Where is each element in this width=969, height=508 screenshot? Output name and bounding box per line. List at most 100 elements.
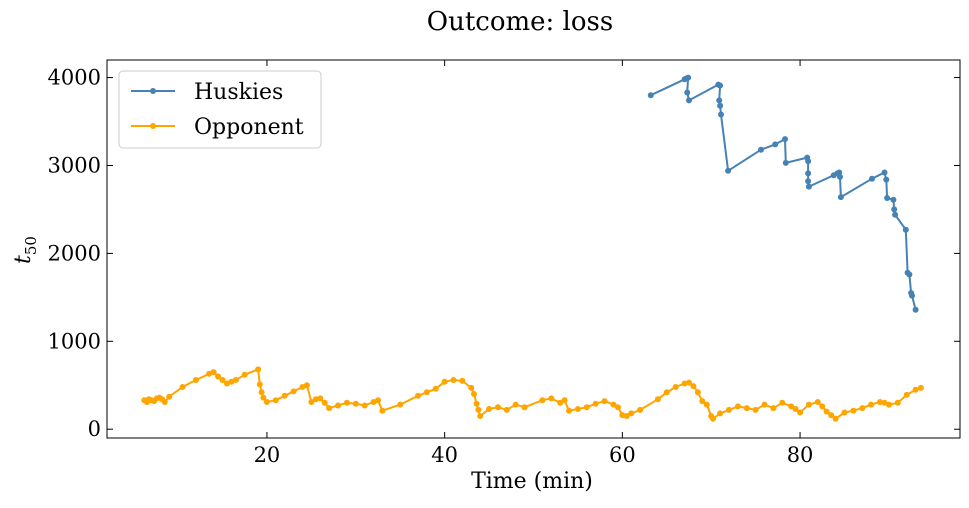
data-point-opponent	[841, 409, 848, 416]
data-point-opponent	[258, 389, 265, 396]
data-point-opponent	[828, 412, 835, 419]
data-point-huskies	[805, 158, 812, 165]
data-point-opponent	[792, 406, 799, 412]
data-point-opponent	[699, 398, 706, 405]
data-point-opponent	[486, 406, 493, 412]
data-point-opponent	[512, 401, 519, 408]
y-axis-ticks: 0 1000 2000 3000 4000	[48, 66, 960, 441]
data-point-opponent	[686, 379, 692, 386]
data-point-opponent	[459, 377, 466, 384]
data-point-huskies	[909, 292, 915, 299]
data-point-opponent	[779, 399, 786, 406]
data-point-opponent	[672, 384, 679, 390]
data-point-opponent	[752, 406, 759, 413]
legend-marker-huskies	[150, 88, 156, 94]
data-point-opponent	[894, 399, 901, 406]
data-point-huskies	[805, 170, 812, 177]
data-point-opponent	[321, 399, 328, 406]
data-point-huskies	[869, 175, 875, 182]
y-tick-label: 2000	[48, 241, 101, 265]
data-point-opponent	[539, 397, 546, 404]
data-point-opponent	[814, 399, 821, 405]
data-point-opponent	[423, 389, 430, 396]
plot-frame	[106, 59, 961, 439]
data-point-opponent	[263, 399, 270, 405]
data-point-opponent	[375, 397, 381, 404]
data-point-opponent	[166, 393, 173, 400]
data-point-huskies	[772, 141, 779, 148]
data-point-opponent	[557, 399, 564, 406]
data-point-opponent	[335, 402, 341, 409]
data-point-opponent	[303, 382, 310, 389]
data-point-opponent	[326, 405, 333, 412]
series-layer	[141, 74, 924, 422]
data-point-opponent	[903, 391, 910, 398]
data-point-opponent	[583, 404, 590, 411]
x-tick-label: 80	[787, 443, 814, 467]
data-point-opponent	[819, 403, 826, 410]
data-point-huskies	[884, 195, 891, 201]
data-point-opponent	[450, 377, 457, 383]
data-point-opponent	[256, 381, 263, 388]
data-point-opponent	[734, 403, 741, 410]
y-tick-label: 1000	[48, 329, 101, 353]
y-axis-label-subscript: 50	[22, 236, 40, 255]
data-point-huskies	[805, 178, 812, 185]
data-point-huskies	[684, 89, 691, 96]
series-line-huskies	[650, 76, 917, 310]
data-point-opponent	[805, 401, 812, 408]
data-point-opponent	[317, 395, 324, 402]
data-point-opponent	[477, 413, 484, 419]
data-point-opponent	[850, 407, 857, 414]
data-point-opponent	[241, 371, 248, 378]
x-tick-label: 40	[431, 443, 458, 467]
data-point-opponent	[232, 377, 239, 383]
data-point-opponent	[548, 395, 555, 402]
data-point-opponent	[215, 373, 222, 380]
data-point-opponent	[859, 405, 866, 412]
y-tick-label: 4000	[48, 66, 101, 90]
data-point-opponent	[703, 401, 710, 408]
data-point-opponent	[823, 408, 830, 415]
data-point-opponent	[361, 402, 368, 409]
data-point-opponent	[210, 369, 217, 376]
legend-marker-opponent	[150, 123, 156, 129]
data-point-opponent	[281, 392, 288, 399]
data-point-huskies	[725, 167, 732, 174]
y-tick-label: 0	[88, 417, 101, 441]
data-point-opponent	[628, 410, 635, 417]
data-point-huskies	[758, 146, 764, 153]
data-point-opponent	[397, 401, 404, 408]
data-point-opponent	[312, 396, 319, 403]
data-point-opponent	[623, 413, 630, 419]
data-point-opponent	[877, 399, 883, 405]
x-axis-label: Time (min)	[471, 469, 593, 494]
data-point-huskies	[782, 159, 789, 166]
data-point-opponent	[717, 410, 724, 417]
data-point-opponent	[468, 384, 475, 391]
data-point-opponent	[654, 396, 661, 403]
data-point-huskies	[892, 211, 899, 218]
data-point-opponent	[663, 389, 670, 396]
data-point-opponent	[192, 377, 199, 383]
y-tick-label: 3000	[48, 153, 101, 177]
data-point-huskies	[686, 97, 692, 104]
data-point-opponent	[885, 401, 892, 408]
data-point-opponent	[521, 404, 528, 411]
legend-label-huskies: Huskies	[194, 80, 283, 105]
data-point-huskies	[912, 306, 919, 313]
data-point-opponent	[832, 415, 839, 422]
data-point-opponent	[694, 389, 701, 396]
data-point-opponent	[566, 407, 572, 414]
data-point-opponent	[161, 399, 168, 405]
data-point-opponent	[690, 383, 697, 390]
x-tick-label: 20	[254, 443, 281, 467]
data-point-opponent	[219, 377, 226, 383]
data-point-huskies	[716, 97, 723, 104]
data-point-opponent	[592, 400, 599, 407]
data-point-huskies	[906, 271, 913, 278]
legend: Huskies Opponent	[118, 70, 322, 149]
y-axis-label: t50	[11, 236, 40, 264]
data-point-huskies	[902, 226, 909, 233]
